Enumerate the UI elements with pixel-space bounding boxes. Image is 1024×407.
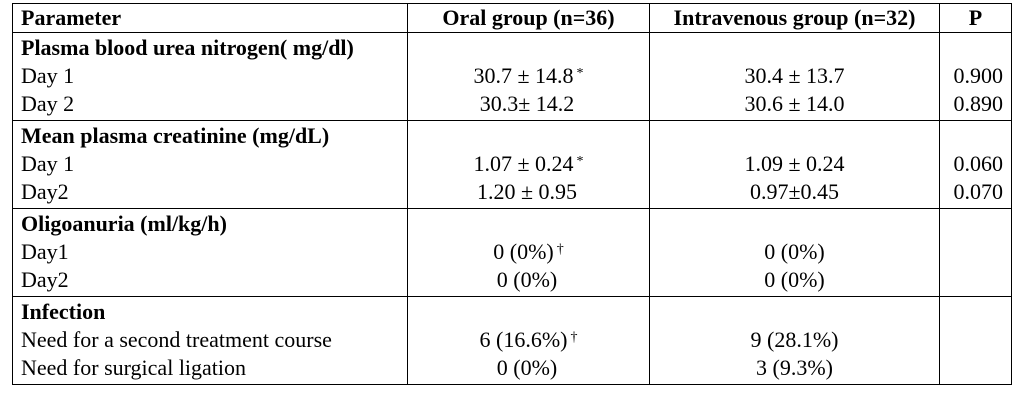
footnote-mark: * — [576, 154, 584, 169]
group-infection: Infection Need for a second treatment co… — [12, 296, 1012, 385]
footnote-mark: † — [570, 330, 578, 345]
p-value: 0.070 — [953, 179, 1004, 204]
oral-value: 6 (16.6%) † — [479, 327, 578, 352]
p-values-cell: 0.060 0.070 — [939, 120, 1012, 209]
oral-value: 0 (0%) — [496, 355, 558, 380]
group-oligoanuria: Oligoanuria (ml/kg/h) Day1 Day2 0 (0%) † … — [12, 208, 1012, 297]
iv-value: 1.09 ± 0.24 — [744, 151, 845, 176]
row-label: Day2 — [21, 267, 69, 292]
group-label-cell: Plasma blood urea nitrogen( mg/dl) Day 1… — [12, 32, 408, 121]
iv-value: 9 (28.1%) — [750, 327, 839, 352]
iv-value: 0 (0%) — [764, 239, 825, 264]
p-values-cell — [939, 296, 1012, 385]
p-value — [948, 354, 1003, 382]
p-value: 0.060 — [953, 151, 1004, 176]
group-bun: Plasma blood urea nitrogen( mg/dl) Day 1… — [12, 32, 1012, 121]
iv-values-cell: 9 (28.1%) 3 (9.3%) — [649, 296, 940, 385]
iv-values-cell: 1.09 ± 0.24 0.97±0.45 — [649, 120, 940, 209]
group-label-cell: Mean plasma creatinine (mg/dL) Day 1 Day… — [12, 120, 408, 209]
iv-value: 0 (0%) — [764, 267, 825, 292]
oral-value: 30.7 ± 14.8 * — [473, 63, 584, 88]
oral-value: 1.07 ± 0.24 * — [473, 151, 584, 176]
p-value — [948, 238, 1003, 266]
p-value: 0.890 — [953, 91, 1004, 116]
oral-values-cell: 1.07 ± 0.24 * 1.20 ± 0.95 — [407, 120, 650, 209]
oral-value: 0 (0%) — [496, 267, 558, 292]
oral-value: 0 (0%) † — [493, 239, 564, 264]
oral-value: 30.3± 14.2 — [479, 91, 575, 116]
row-label: Day 1 — [21, 151, 75, 176]
row-label: Need for a second treatment course — [21, 327, 332, 352]
group-title: Infection — [21, 299, 106, 324]
p-values-cell: 0.900 0.890 — [939, 32, 1012, 121]
iv-values-cell: 0 (0%) 0 (0%) — [649, 208, 940, 297]
footnote-mark: * — [576, 66, 584, 81]
iv-value: 30.4 ± 13.7 — [744, 63, 845, 88]
oral-value: 1.20 ± 0.95 — [476, 179, 578, 204]
results-table: Parameter Oral group (n=36) Intravenous … — [12, 3, 1012, 385]
row-label: Day1 — [21, 239, 69, 264]
header-p-value: P — [939, 3, 1012, 33]
iv-value: 30.6 ± 14.0 — [744, 91, 845, 116]
p-value — [948, 326, 1003, 354]
oral-values-cell: 30.7 ± 14.8 * 30.3± 14.2 — [407, 32, 650, 121]
oral-values-cell: 6 (16.6%) † 0 (0%) — [407, 296, 650, 385]
group-label-cell: Oligoanuria (ml/kg/h) Day1 Day2 — [12, 208, 408, 297]
oral-values-cell: 0 (0%) † 0 (0%) — [407, 208, 650, 297]
row-label: Need for surgical ligation — [21, 355, 247, 380]
group-title: Oligoanuria (ml/kg/h) — [21, 211, 227, 236]
iv-value: 3 (9.3%) — [756, 355, 833, 380]
row-label: Day 1 — [21, 63, 75, 88]
iv-values-cell: 30.4 ± 13.7 30.6 ± 14.0 — [649, 32, 940, 121]
group-title: Mean plasma creatinine (mg/dL) — [21, 123, 330, 148]
header-parameter: Parameter — [12, 3, 408, 33]
footnote-mark: † — [556, 242, 564, 257]
row-label: Day 2 — [21, 91, 75, 116]
header-oral-group: Oral group (n=36) — [407, 3, 650, 33]
p-value — [948, 266, 1003, 294]
row-label: Day2 — [21, 179, 69, 204]
p-values-cell — [939, 208, 1012, 297]
iv-value: 0.97±0.45 — [749, 179, 840, 204]
p-value: 0.900 — [953, 63, 1004, 88]
header-row: Parameter Oral group (n=36) Intravenous … — [12, 3, 1012, 33]
group-creatinine: Mean plasma creatinine (mg/dL) Day 1 Day… — [12, 120, 1012, 209]
group-title: Plasma blood urea nitrogen( mg/dl) — [21, 35, 354, 60]
group-label-cell: Infection Need for a second treatment co… — [12, 296, 408, 385]
header-intravenous-group: Intravenous group (n=32) — [649, 3, 940, 33]
